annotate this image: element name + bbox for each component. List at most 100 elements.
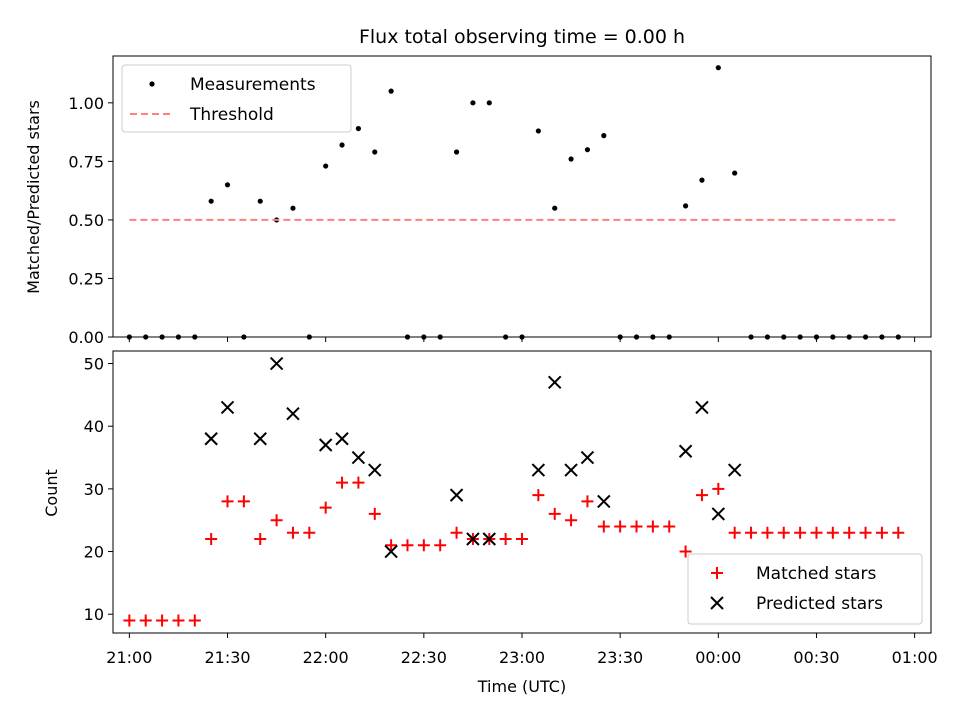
y-tick-label: 50 (84, 355, 104, 374)
measurement-point (372, 149, 378, 155)
y-tick-label: 10 (84, 605, 104, 624)
x-tick-label: 21:30 (204, 648, 250, 667)
measurement-point (208, 198, 214, 204)
measurement-point (388, 88, 394, 94)
matched-star-point (875, 526, 888, 539)
legend-measurements-label: Measurements (190, 75, 316, 95)
ratio-panel: Flux total observing time = 0.00 h Match… (24, 26, 932, 347)
measurement-point (257, 198, 263, 204)
chart-title: Flux total observing time = 0.00 h (359, 26, 685, 48)
predicted-star-point (531, 463, 546, 477)
matched-star-point (826, 526, 839, 539)
predicted-star-point (695, 400, 709, 415)
matched-star-point (728, 526, 741, 539)
y-tick-label: 0.75 (68, 152, 104, 171)
measurement-point (355, 125, 361, 132)
matched-star-point (761, 526, 774, 539)
matched-star-point (172, 614, 185, 627)
predicted-star-point (727, 463, 742, 477)
predicted-star-point (269, 356, 284, 371)
matched-star-point (695, 489, 708, 502)
matched-star-point (336, 476, 349, 489)
predicted-star-point (204, 432, 218, 446)
matched-star-point (450, 526, 463, 539)
matched-star-point (123, 614, 136, 627)
matched-star-point (221, 495, 234, 508)
matched-star-point (385, 539, 398, 552)
matched-star-point (270, 514, 283, 527)
predicted-star-point (466, 532, 480, 546)
matched-star-point (434, 539, 447, 552)
predicted-star-point (368, 463, 382, 477)
matched-star-point (745, 526, 758, 539)
predicted-star-point (580, 450, 595, 465)
x-tick-label: 21:00 (106, 648, 152, 667)
matched-star-point (254, 533, 267, 545)
predicted-star-point (384, 544, 398, 559)
measurement-point (224, 182, 231, 188)
matched-star-point (499, 533, 512, 545)
predicted-star-point (711, 507, 726, 521)
measurement-point (568, 156, 574, 162)
predicted-star-point (351, 450, 366, 465)
measurement-point (715, 65, 721, 71)
predicted-star-point (597, 494, 611, 509)
matched-star-point (319, 501, 332, 514)
matched-star-point (139, 614, 152, 627)
matched-star-point (188, 614, 201, 627)
matched-star-point (679, 545, 692, 558)
matched-star-point (581, 495, 594, 508)
ratio-y-axis-label: Matched/Predicted stars (24, 100, 43, 294)
y-tick-label: 0.25 (68, 269, 104, 288)
matched-star-point (548, 507, 561, 520)
measurement-point (290, 205, 296, 211)
matched-star-point (646, 520, 659, 533)
matched-star-point (237, 495, 250, 508)
x-tick-label: 23:00 (499, 648, 545, 667)
legend-measurements-marker (149, 81, 155, 87)
matched-star-point (859, 526, 872, 539)
predicted-star-point (678, 444, 693, 458)
predicted-star-point (449, 488, 464, 502)
predicted-star-point (318, 438, 333, 452)
measurement-point (732, 170, 738, 176)
matched-star-point (810, 526, 823, 539)
measurement-point (470, 100, 476, 106)
matched-star-point (303, 526, 316, 539)
legend-matched-label: Matched stars (756, 564, 876, 584)
predicted-star-point (220, 400, 235, 415)
matched-star-point (286, 526, 299, 539)
predicted-star-point (482, 532, 496, 546)
y-tick-label: 20 (84, 543, 104, 562)
measurement-point (584, 147, 591, 153)
x-tick-label: 22:00 (303, 648, 349, 667)
measurement-point (339, 142, 345, 148)
y-tick-label: 30 (84, 480, 104, 499)
matched-star-point (532, 489, 545, 502)
measurement-point (699, 177, 705, 183)
legend-predicted-label: Predicted stars (756, 594, 883, 614)
count-y-axis-label: Count (42, 469, 61, 517)
x-tick-label: 00:30 (793, 648, 839, 667)
y-tick-label: 40 (84, 417, 104, 436)
matched-star-point (777, 526, 790, 539)
predicted-star-point (564, 463, 578, 477)
matched-star-point (205, 533, 218, 545)
y-tick-label: 0.00 (68, 328, 104, 347)
measurement-point (601, 133, 607, 139)
predicted-star-point (548, 375, 562, 390)
matched-star-point (794, 526, 807, 539)
y-tick-label: 1.00 (68, 94, 104, 113)
measurement-point (453, 149, 460, 155)
matched-star-point (417, 539, 430, 552)
matched-star-point (156, 614, 169, 627)
measurement-point (552, 205, 558, 211)
x-tick-label: 23:30 (597, 648, 643, 667)
count-legend-box (687, 553, 923, 625)
count-y-ticks: 10 20 30 40 50 (84, 355, 113, 624)
time-x-axis-label: Time (UTC) (477, 677, 566, 696)
matched-star-point (597, 520, 610, 533)
count-panel: Count Time (UTC) 10 20 30 40 50 21:00 21:30 22… (42, 350, 938, 696)
predicted-star-point (286, 406, 300, 421)
